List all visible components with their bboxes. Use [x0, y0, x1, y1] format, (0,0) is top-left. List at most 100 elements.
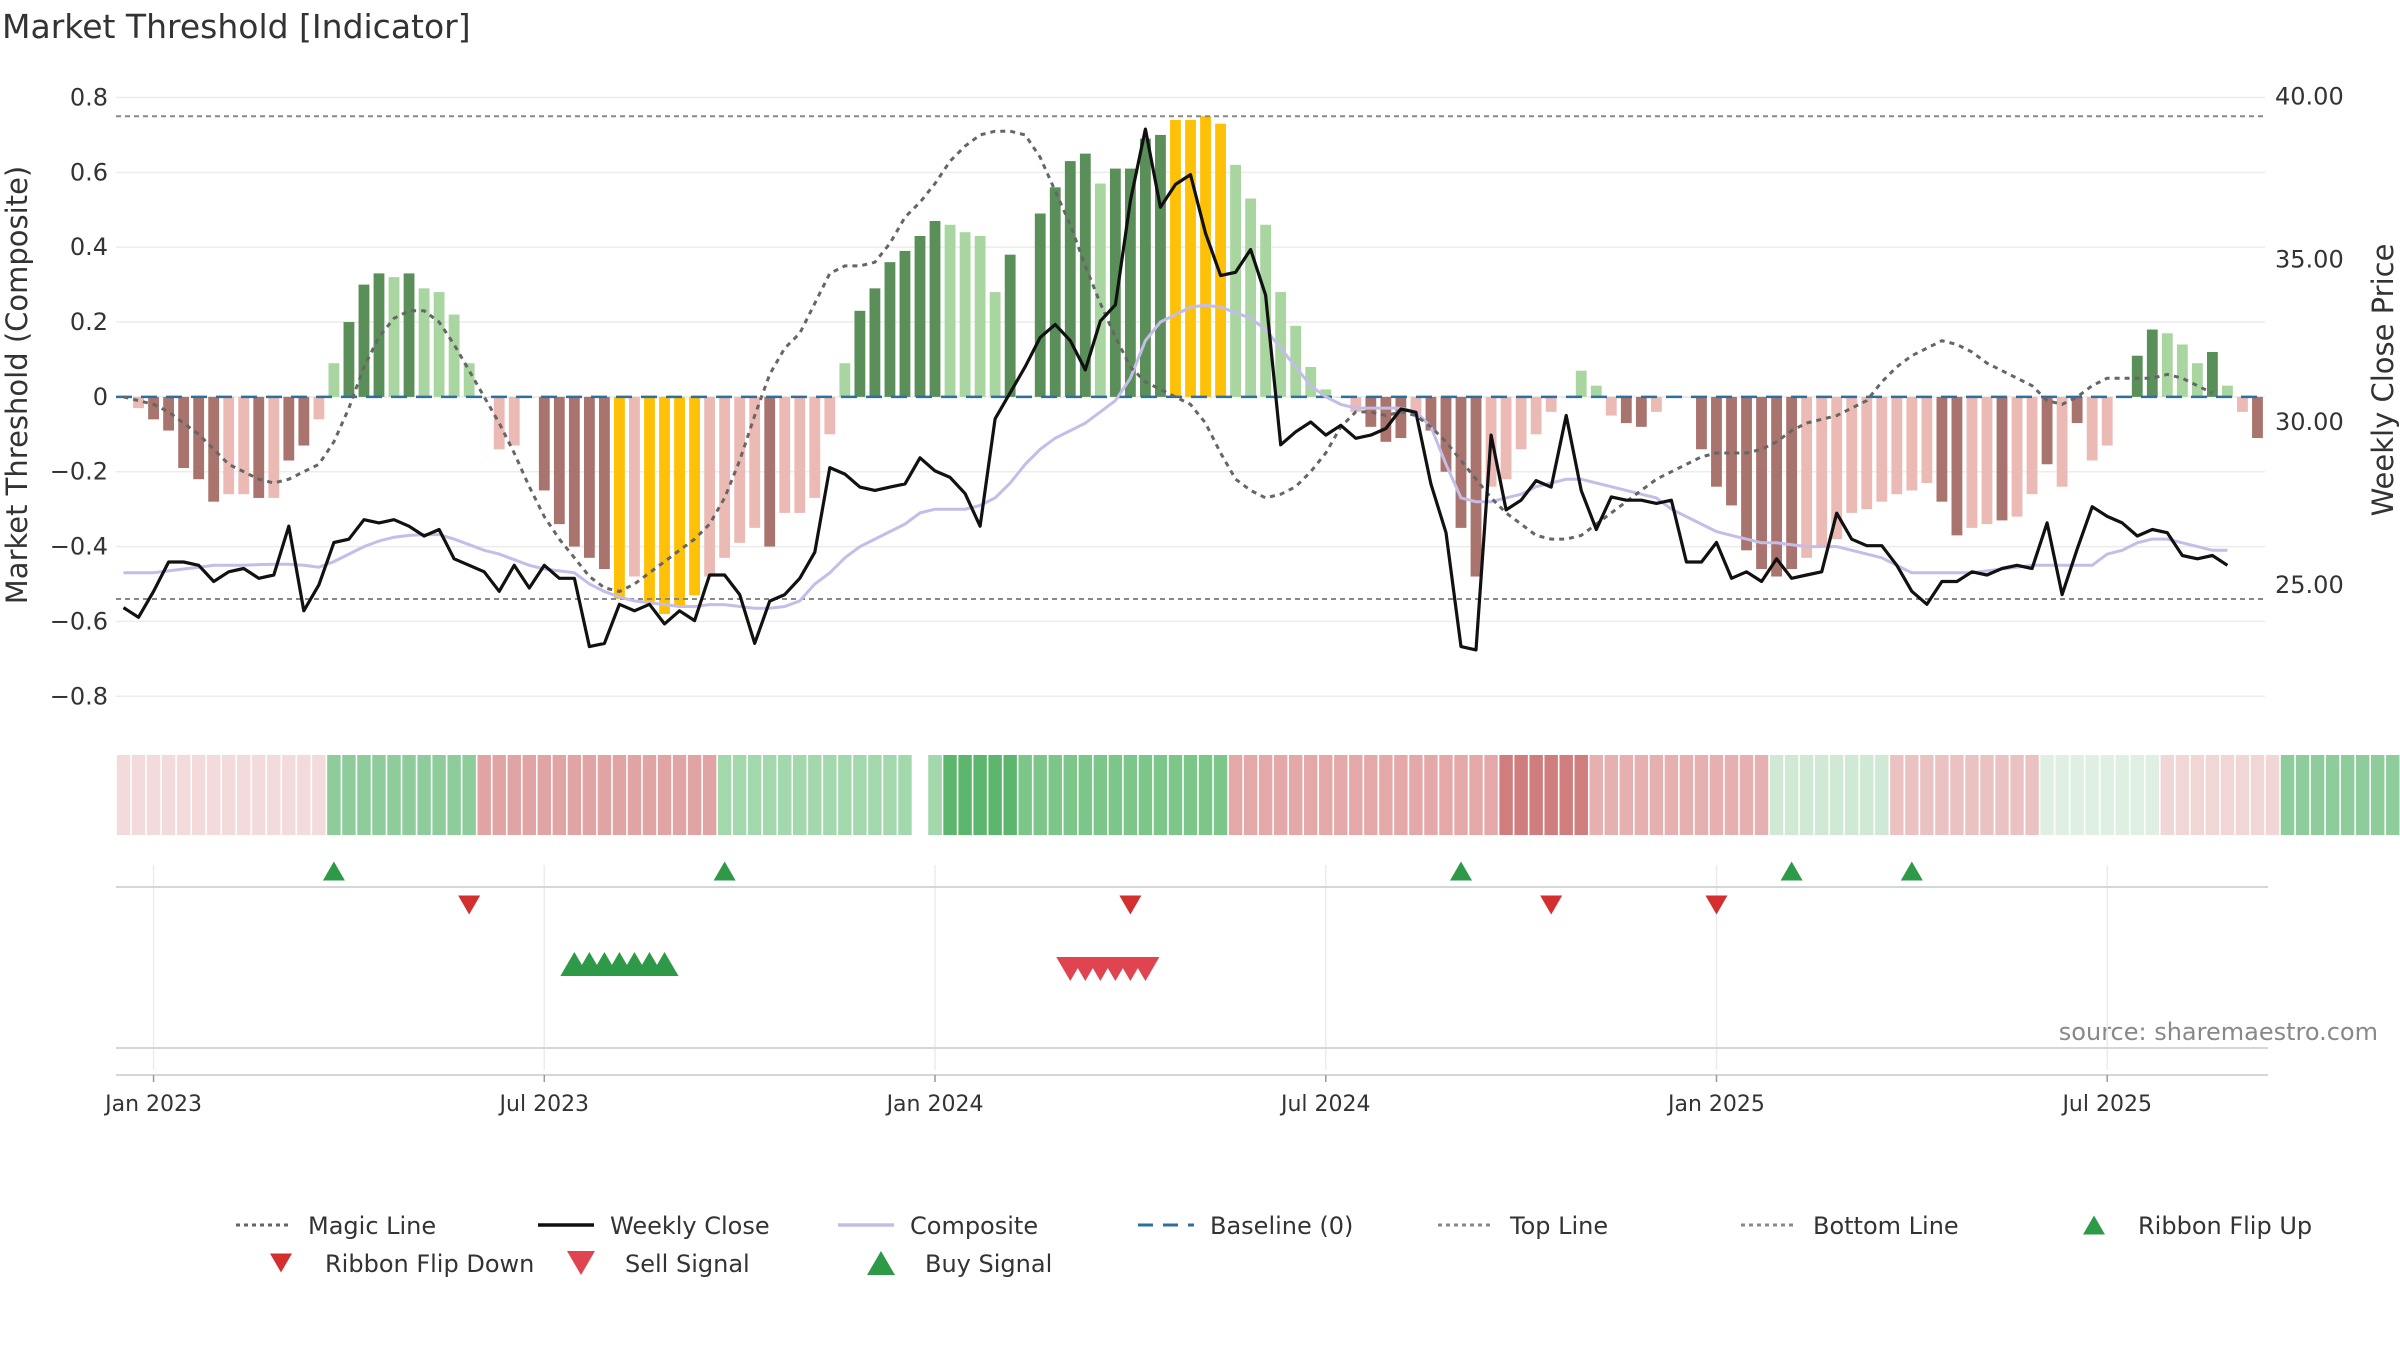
ribbon-cell: [1604, 755, 1618, 835]
weekly-close-line: [122, 127, 2229, 652]
ribbon-cell: [1589, 755, 1603, 835]
ribbon-flip-down-marker: [1119, 895, 1142, 915]
ribbon-cell: [1138, 755, 1153, 835]
composite-bar: [1064, 161, 1076, 397]
composite-bar: [1094, 183, 1106, 397]
ribbon-cell: [702, 755, 717, 835]
legend-item: Top Line: [1438, 1212, 1608, 1240]
ribbon-cell: [612, 755, 627, 835]
composite-bar: [1726, 396, 1737, 506]
ribbon-cell: [1544, 755, 1558, 835]
ribbon-cell: [2115, 755, 2129, 835]
ribbon-cell: [2205, 755, 2220, 835]
composite-bar: [1635, 396, 1647, 427]
composite-bar: [313, 396, 325, 420]
composite-bar: [1004, 254, 1016, 397]
legend-swatch: [2083, 1215, 2105, 1235]
y-tick-label: 0: [93, 383, 108, 411]
ribbon-cell: [267, 755, 281, 835]
composite-bar: [1756, 396, 1767, 570]
ribbon-cell: [2386, 755, 2400, 835]
ribbon-cell: [1469, 755, 1483, 835]
ribbon-cell: [1649, 755, 1664, 835]
x-tick-label: Jan 2023: [103, 1092, 202, 1117]
ribbon-cell: [432, 755, 446, 835]
composite-bar: [1981, 396, 1993, 525]
ribbon-cell: [1920, 755, 1934, 835]
composite-bar: [328, 363, 340, 397]
ribbon-cell: [672, 755, 687, 835]
composite-bar: [1741, 396, 1752, 551]
legend-label: Baseline (0): [1210, 1212, 1353, 1240]
ribbon-cell: [1679, 755, 1694, 835]
ribbon-cell: [1980, 755, 1994, 835]
ribbon-cell: [1845, 755, 1859, 835]
composite-bar: [1320, 389, 1332, 397]
legend-swatch: [867, 1250, 895, 1276]
buy-signal-marker: [650, 951, 679, 977]
ribbon-cell: [462, 755, 476, 835]
composite-bar: [358, 284, 370, 397]
ribbon-flip-up-marker: [1780, 861, 1803, 881]
ribbon-cell: [687, 755, 702, 835]
composite-bar: [764, 396, 776, 547]
ribbon-cell: [2280, 755, 2295, 835]
composite-bar: [1440, 396, 1452, 472]
composite-bar: [2191, 363, 2203, 397]
legend-item: Ribbon Flip Down: [270, 1250, 534, 1278]
ribbon-cell: [282, 755, 296, 835]
composite-bar: [839, 363, 851, 397]
ribbon-cell: [2010, 755, 2024, 835]
composite-line: [123, 303, 2228, 610]
x-tick-label: Jul 2025: [2060, 1092, 2152, 1117]
composite-bar: [433, 292, 445, 397]
composite-bar: [2237, 396, 2248, 412]
x-tick-label: Jan 2024: [885, 1092, 984, 1117]
y2-tick-label: 25.00: [2275, 571, 2344, 599]
ribbon-cell: [2235, 755, 2250, 835]
ribbon-cell: [1965, 755, 1979, 835]
legend-item: Bottom Line: [1741, 1212, 1959, 1240]
ribbon-cell: [447, 755, 461, 835]
ribbon-cell: [853, 755, 867, 835]
ribbon-cell: [1739, 755, 1754, 835]
composite-bar: [388, 277, 400, 397]
ribbon-cell: [1364, 755, 1378, 835]
composite-bar: [253, 396, 265, 498]
ribbon-cell: [537, 755, 552, 835]
ribbon-cell: [402, 755, 416, 835]
ribbon-cell: [1288, 755, 1303, 835]
ribbon-cell: [492, 755, 506, 835]
composite-bar: [1906, 396, 1918, 491]
ribbon-cell: [1799, 755, 1814, 835]
legend-label: Bottom Line: [1813, 1212, 1959, 1240]
composite-bar: [1109, 168, 1121, 397]
ribbon-cell: [1574, 755, 1588, 835]
ribbon-cell: [1048, 755, 1062, 835]
ribbon-cell: [1559, 755, 1573, 835]
ribbon-cell: [2190, 755, 2205, 835]
ribbon-cell: [1123, 755, 1138, 835]
ribbon-cell: [1003, 755, 1017, 835]
composite-bar: [1410, 396, 1422, 416]
ribbon-cell: [1319, 755, 1333, 835]
composite-bar: [2011, 396, 2023, 517]
composite-bar: [1395, 396, 1407, 439]
composite-bar: [1711, 396, 1722, 487]
ribbon-cell: [2340, 755, 2355, 835]
ribbon-cell: [582, 755, 597, 835]
ribbon-cell: [312, 755, 326, 835]
ribbon-cell: [747, 755, 762, 835]
ribbon-cell: [988, 755, 1002, 835]
composite-bar: [1380, 396, 1392, 442]
ribbon-cell: [1153, 755, 1168, 835]
composite-bar: [1230, 164, 1241, 397]
legend-swatch: [567, 1250, 595, 1276]
magic-line: [123, 129, 2214, 594]
ribbon-flip-up-marker: [1900, 861, 1923, 881]
y-axis-label: Market Threshold (Composite): [0, 166, 34, 604]
sell-signal-marker: [1131, 956, 1160, 982]
ribbon-flip-up-marker: [713, 861, 736, 881]
composite-bar: [238, 396, 250, 495]
composite-bar: [1530, 396, 1542, 435]
